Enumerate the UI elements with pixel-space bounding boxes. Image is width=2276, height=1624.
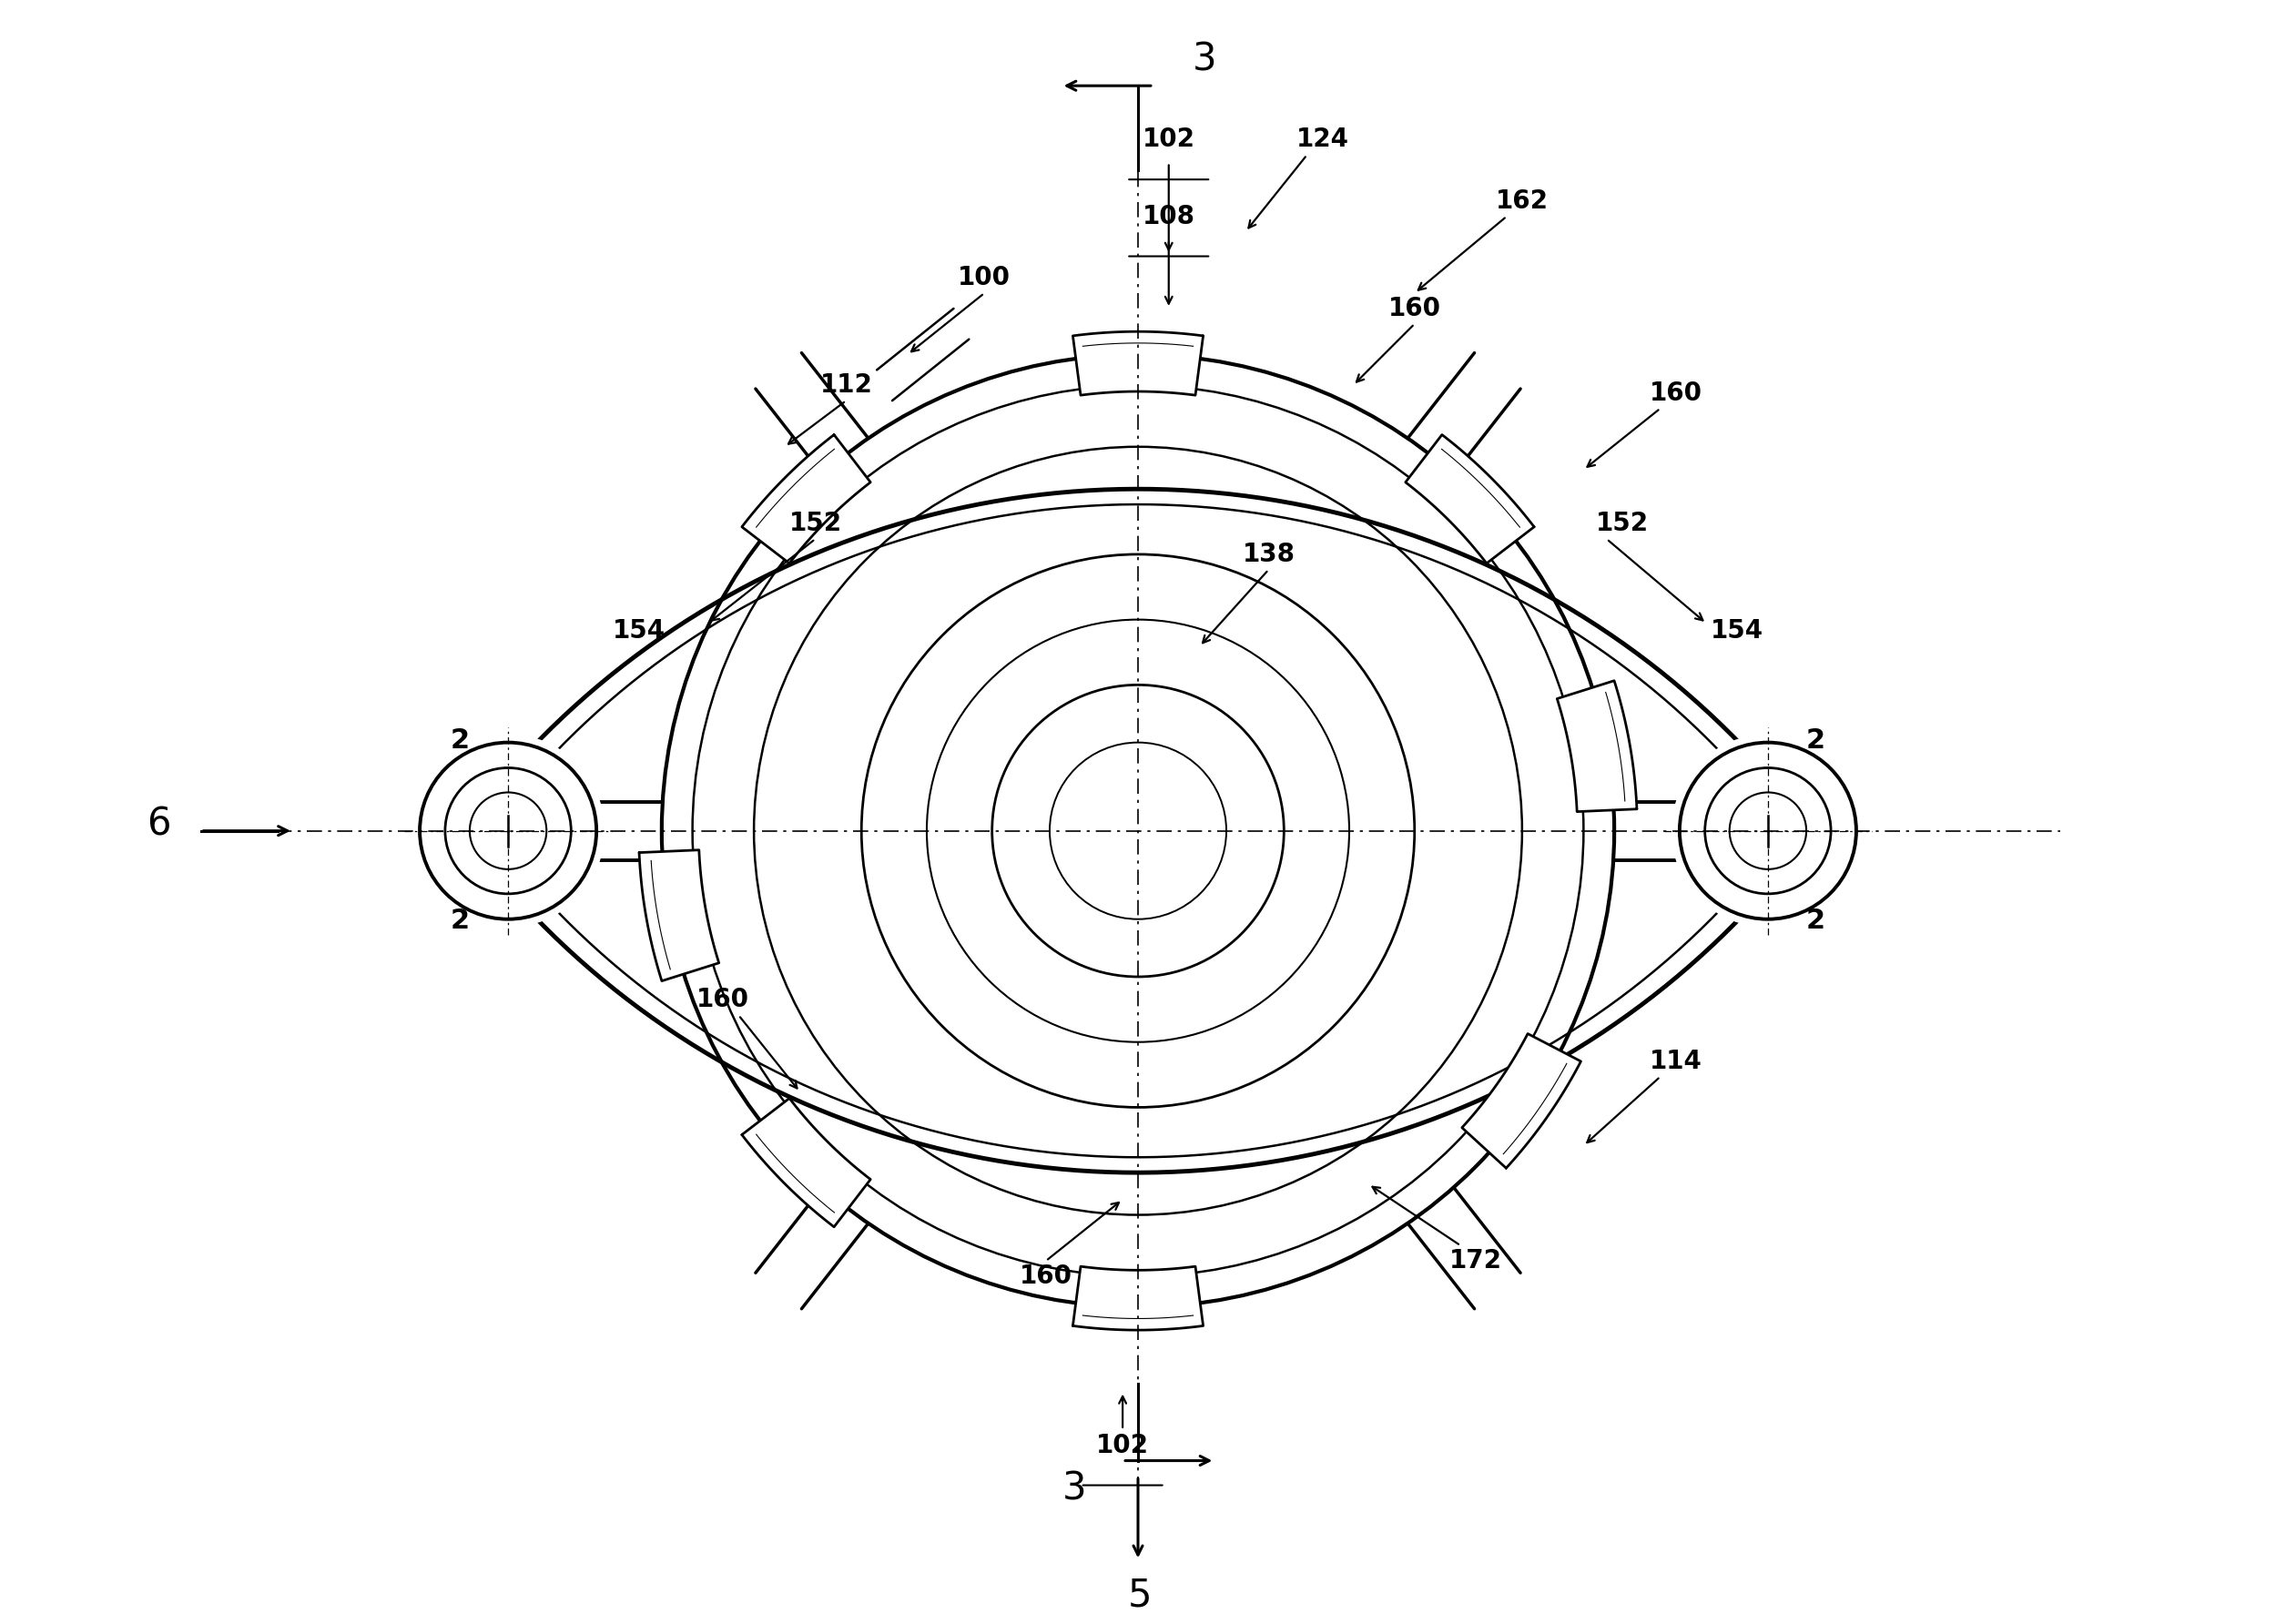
Text: 112: 112: [819, 372, 872, 398]
Text: $\it{6}$: $\it{6}$: [146, 804, 171, 843]
Text: 160: 160: [1020, 1263, 1072, 1289]
Text: 114: 114: [1650, 1049, 1702, 1073]
Text: 160: 160: [1650, 380, 1702, 406]
Polygon shape: [462, 489, 1814, 1173]
Text: 2: 2: [1807, 728, 1825, 754]
Text: 108: 108: [1143, 203, 1195, 229]
Circle shape: [1049, 742, 1227, 919]
Text: 162: 162: [1495, 188, 1548, 214]
Text: 2: 2: [451, 908, 469, 934]
Text: 172: 172: [1450, 1249, 1502, 1273]
Text: 160: 160: [696, 987, 749, 1012]
Text: 154: 154: [612, 619, 665, 643]
Polygon shape: [742, 1098, 869, 1226]
Circle shape: [1673, 734, 1864, 927]
Polygon shape: [742, 435, 869, 564]
Text: 154: 154: [1712, 619, 1764, 643]
Text: 138: 138: [1243, 541, 1295, 567]
Polygon shape: [640, 849, 719, 981]
Text: 2: 2: [451, 728, 469, 754]
Text: 102: 102: [1143, 127, 1195, 153]
Polygon shape: [1407, 435, 1534, 564]
Polygon shape: [1072, 1267, 1204, 1330]
Text: $\it{5}$: $\it{5}$: [1127, 1575, 1149, 1614]
Text: 2: 2: [1807, 908, 1825, 934]
Text: 100: 100: [958, 265, 1011, 291]
Text: $\it{3}$: $\it{3}$: [1061, 1468, 1083, 1507]
Polygon shape: [1461, 1034, 1582, 1168]
Text: 152: 152: [1595, 512, 1648, 536]
Circle shape: [412, 734, 603, 927]
Polygon shape: [1557, 680, 1636, 812]
Text: 160: 160: [1388, 296, 1441, 322]
Polygon shape: [1072, 331, 1204, 395]
Text: 102: 102: [1097, 1432, 1149, 1458]
Text: 152: 152: [790, 512, 842, 536]
Text: $\it{3}$: $\it{3}$: [1193, 41, 1215, 78]
Text: 124: 124: [1295, 127, 1350, 153]
